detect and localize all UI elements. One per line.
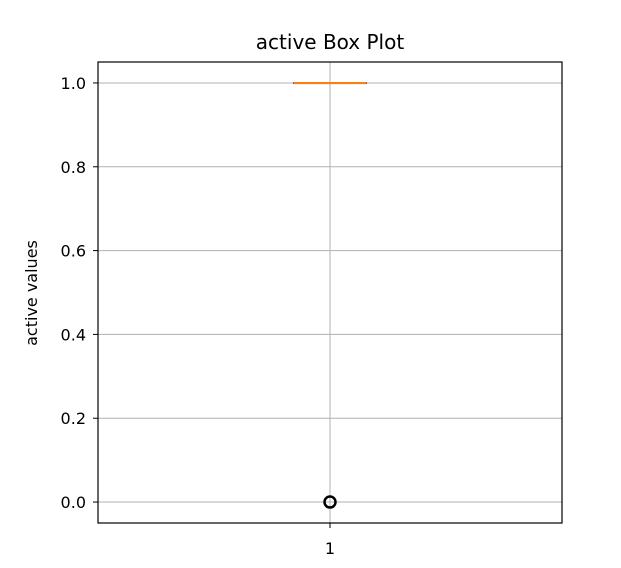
chart-title: active Box Plot bbox=[256, 30, 405, 54]
x-tick-label: 1 bbox=[325, 539, 335, 558]
y-axis-ticks: 0.0 0.2 0.4 0.6 0.8 1.0 bbox=[61, 74, 98, 512]
y-tick-label: 1.0 bbox=[61, 74, 86, 93]
x-axis-ticks: 1 bbox=[325, 523, 335, 558]
boxes bbox=[293, 81, 367, 509]
y-axis-label: active values bbox=[22, 240, 41, 346]
y-tick-label: 0.8 bbox=[61, 158, 86, 177]
y-tick-label: 0.6 bbox=[61, 242, 86, 261]
y-tick-label: 0.2 bbox=[61, 409, 86, 428]
y-tick-label: 0.4 bbox=[61, 325, 86, 344]
y-tick-label: 0.0 bbox=[61, 493, 86, 512]
outlier-point bbox=[323, 495, 337, 509]
grid-lines bbox=[98, 62, 562, 523]
